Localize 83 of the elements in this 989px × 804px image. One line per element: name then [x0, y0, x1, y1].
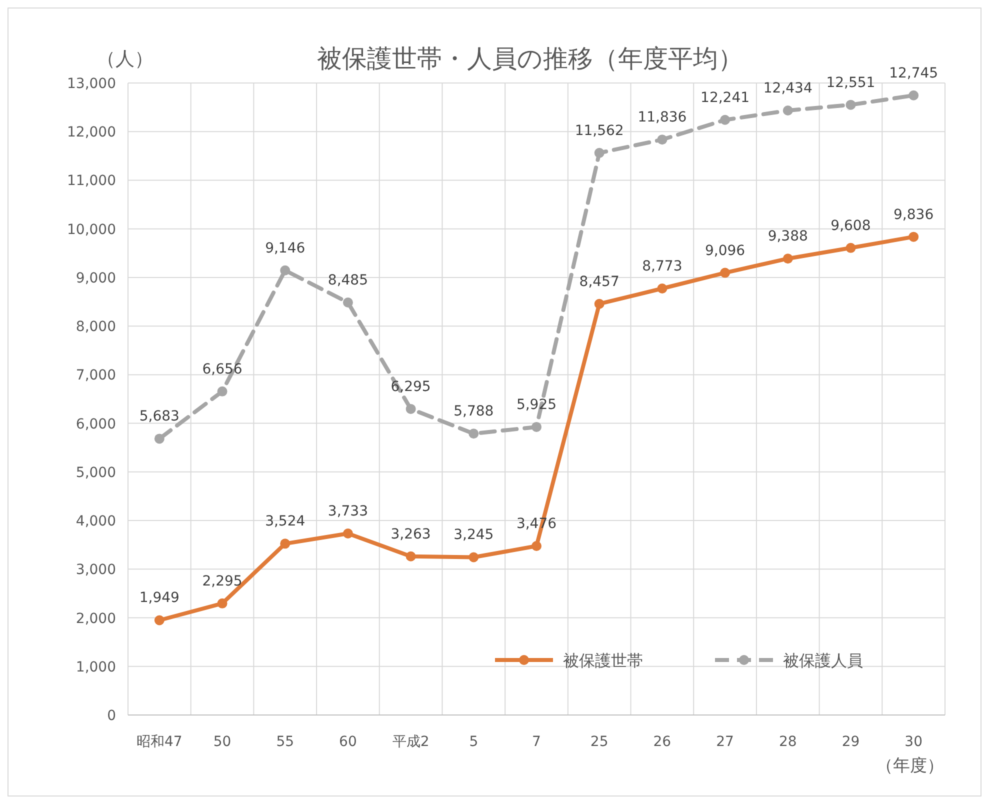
- y-tick-label: 5,000: [76, 464, 116, 481]
- data-label: 5,925: [516, 396, 557, 413]
- y-tick-label: 10,000: [67, 222, 116, 238]
- point: [532, 541, 542, 552]
- data-label: 8,773: [642, 258, 682, 274]
- y-tick-label: 8,000: [76, 319, 116, 336]
- data-label: 9,146: [265, 240, 306, 256]
- y-tick-label: 6,000: [76, 416, 116, 432]
- y-tick-label: 9,000: [76, 270, 116, 286]
- data-label: 3,263: [390, 526, 431, 542]
- point: [908, 90, 919, 100]
- x-tick-label: 60: [339, 734, 357, 750]
- y-tick-label: 1,000: [76, 659, 116, 676]
- data-label: 9,608: [830, 218, 871, 234]
- point: [342, 298, 353, 308]
- data-label: 6,656: [202, 361, 242, 378]
- data-label: 3,524: [265, 514, 306, 530]
- x-tick-label: 55: [276, 734, 294, 750]
- data-label: 5,683: [139, 408, 180, 425]
- x-tick-label: 30: [904, 734, 922, 750]
- data-label: 12,434: [763, 80, 812, 97]
- point: [657, 283, 668, 294]
- point: [280, 538, 290, 549]
- point: [406, 404, 416, 414]
- x-tick-label: 26: [653, 734, 672, 750]
- data-label: 6,295: [390, 378, 431, 395]
- point: [594, 148, 604, 158]
- x-tick-label: 27: [716, 734, 734, 750]
- x-tick-label: 7: [532, 734, 541, 750]
- point: [468, 428, 479, 439]
- point: [342, 528, 353, 539]
- chart-title: 被保護世帯・人員の推移（年度平均）: [317, 44, 743, 73]
- x-axis-title: （年度）: [876, 756, 944, 776]
- point: [154, 615, 164, 626]
- point: [782, 254, 793, 264]
- legend-label: 被保護世帯: [563, 651, 643, 670]
- data-label: 9,836: [894, 206, 934, 223]
- point: [846, 242, 856, 253]
- data-label: 5,788: [454, 404, 494, 420]
- x-tick-label: 5: [469, 734, 478, 750]
- x-tick-label: 29: [842, 734, 860, 750]
- legend-label: 被保護人員: [783, 651, 863, 670]
- x-tick-label: 昭和47: [136, 734, 182, 750]
- data-label: 3,245: [454, 527, 494, 544]
- x-tick-label: 28: [778, 734, 797, 750]
- data-label: 8,485: [328, 272, 368, 288]
- data-label: 12,551: [826, 74, 876, 91]
- data-label: 11,836: [638, 110, 687, 126]
- point: [657, 134, 668, 145]
- data-label: 11,562: [574, 122, 624, 139]
- point: [532, 422, 542, 432]
- point: [594, 298, 604, 309]
- data-label: 9,096: [704, 242, 746, 259]
- y-tick-label: 0: [107, 708, 116, 724]
- data-label: 8,457: [579, 274, 620, 290]
- data-label: 3,733: [328, 504, 368, 520]
- point: [406, 551, 416, 562]
- point: [468, 552, 479, 562]
- x-tick-label: 25: [590, 734, 608, 750]
- x-tick-label: 平成2: [392, 734, 430, 750]
- point: [846, 100, 856, 110]
- point: [720, 114, 730, 125]
- y-tick-label: 7,000: [76, 368, 116, 384]
- y-tick-label: 3,000: [76, 562, 116, 578]
- y-tick-label: 13,000: [67, 76, 116, 92]
- y-axis-title: （人）: [96, 48, 154, 70]
- point: [908, 232, 919, 242]
- point: [217, 598, 228, 608]
- y-tick-label: 4,000: [76, 514, 116, 530]
- data-label: 2,295: [202, 573, 242, 590]
- point: [280, 265, 290, 276]
- y-tick-label: 11,000: [67, 173, 116, 190]
- y-tick-label: 2,000: [76, 610, 116, 627]
- point: [217, 386, 228, 396]
- data-label: 12,241: [700, 90, 750, 106]
- point: [720, 268, 730, 278]
- data-label: 9,388: [768, 228, 808, 245]
- point: [154, 434, 164, 444]
- y-tick-label: 12,000: [67, 124, 116, 141]
- point: [782, 106, 793, 116]
- x-tick-label: 50: [213, 734, 232, 750]
- data-label: 1,949: [139, 590, 180, 606]
- data-label: 12,745: [889, 65, 938, 82]
